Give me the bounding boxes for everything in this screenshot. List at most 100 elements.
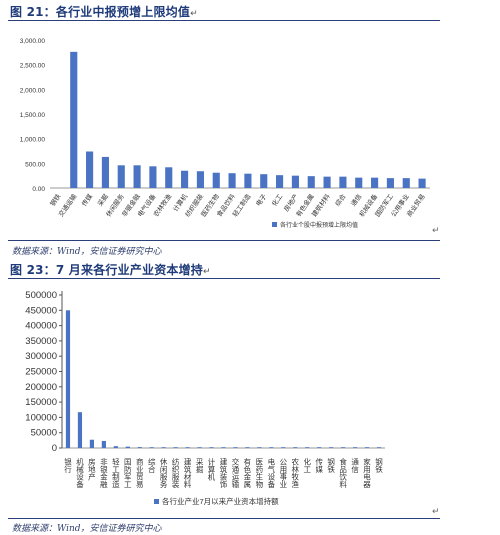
y-tick-label: 300000 xyxy=(25,351,57,362)
bar xyxy=(125,446,130,448)
y-tick-label: 500.00 xyxy=(25,161,45,168)
bar xyxy=(117,165,125,188)
bar xyxy=(197,447,202,448)
x-tick-label: 交通运输 xyxy=(231,457,240,490)
bar xyxy=(317,447,322,448)
x-tick-label: 食品饮料 xyxy=(338,457,347,490)
x-tick-label: 医药生物 xyxy=(255,458,264,490)
figure23-source: 数据来源：Wind，安信证券研究中心 xyxy=(12,524,162,534)
bar xyxy=(77,412,83,448)
y-tick-label: 250000 xyxy=(25,367,57,378)
x-tick-label: 综合 xyxy=(333,192,348,208)
x-tick-label: 公用事业 xyxy=(279,458,288,488)
bar xyxy=(364,447,370,448)
bar xyxy=(257,447,262,448)
x-tick-label: 电气设备 xyxy=(267,457,276,490)
bar xyxy=(339,176,347,188)
bar xyxy=(113,446,118,448)
bar xyxy=(376,447,382,448)
x-tick-label: 化工 xyxy=(302,457,311,474)
x-tick-label: 建筑装饰 xyxy=(219,457,228,490)
y-tick-label: 100000 xyxy=(25,412,57,423)
x-tick-label: 轻工制造 xyxy=(111,457,120,490)
x-tick-label: 有色金属 xyxy=(243,457,252,490)
figure23-title-text: 图 23：7 月来各行业产业资本增持 xyxy=(10,263,204,277)
x-tick-label: 纺织服装 xyxy=(171,457,180,490)
y-tick-label: 450000 xyxy=(25,305,57,316)
bar xyxy=(161,447,166,448)
x-tick-label: 通信 xyxy=(349,192,364,208)
bar xyxy=(70,51,78,189)
figure21-rule xyxy=(8,20,440,21)
x-tick-label: 传媒 xyxy=(314,457,323,475)
bar xyxy=(329,447,334,448)
y-tick-label: 2,000.00 xyxy=(20,87,46,94)
y-tick-label: 350000 xyxy=(25,336,57,347)
legend-label: 各行业产业7月以来产业资本增持额 xyxy=(162,496,279,506)
bar xyxy=(233,447,238,448)
bar xyxy=(305,447,310,448)
bar xyxy=(402,178,410,188)
x-tick-label: 综合 xyxy=(147,457,156,475)
legend-label: 各行业个股中报预增上限均值 xyxy=(280,221,358,229)
bar xyxy=(260,174,268,188)
x-tick-label: 传媒 xyxy=(79,192,94,208)
x-tick-label: 采掘 xyxy=(195,457,204,475)
bar xyxy=(149,166,157,188)
legend-swatch xyxy=(154,499,159,504)
bar xyxy=(293,447,298,448)
x-tick-label: 计算机 xyxy=(207,457,216,482)
bar xyxy=(341,447,346,448)
bar xyxy=(307,176,315,188)
bar xyxy=(89,439,95,448)
bar xyxy=(137,447,142,448)
x-tick-label: 家用电器 xyxy=(362,457,371,490)
x-tick-label: 国防军工 xyxy=(123,458,132,489)
figure23-rule xyxy=(8,278,440,279)
x-tick-label: 钢铁 xyxy=(48,192,63,208)
figure23-title: 图 23：7 月来各行业产业资本增持↵ xyxy=(10,261,211,278)
bar xyxy=(276,175,284,188)
chart-figure23: 0 50000 100000 150000 200000 250000 300000 3500… xyxy=(25,290,385,506)
x-tick-label: 房地产 xyxy=(87,457,96,482)
bar xyxy=(181,170,189,188)
y-tick-label: 0.00 xyxy=(32,186,45,193)
bar xyxy=(185,447,190,448)
bar xyxy=(212,172,220,188)
bar xyxy=(352,447,358,448)
x-tick-label: 建筑材料 xyxy=(183,457,192,490)
y-tick-label: 200000 xyxy=(25,382,57,393)
figure21-title-text: 图 21：各行业中报预增上限均值 xyxy=(10,5,191,19)
bar xyxy=(65,310,71,448)
bar xyxy=(86,151,94,188)
bar xyxy=(173,447,178,448)
x-tick-label: 钢铁 xyxy=(326,457,335,475)
x-tick-label: 商业贸易 xyxy=(135,457,144,490)
y-tick-label: 2,500.00 xyxy=(20,63,46,70)
bar xyxy=(418,178,426,188)
y-tick-label: 500000 xyxy=(25,290,57,301)
x-tick-label: 电子 xyxy=(254,192,269,208)
bar xyxy=(386,178,394,188)
bar xyxy=(221,447,226,448)
x-tick-label: 采掘 xyxy=(95,192,110,208)
bar xyxy=(371,177,379,188)
figure21-para-mark: ↵ xyxy=(432,226,440,236)
figure23-para-mark: ↵ xyxy=(432,507,440,517)
y-tick-label: 400000 xyxy=(25,321,57,332)
figure21-source: 数据来源：Wind，安信证券研究中心 xyxy=(12,247,162,257)
bar xyxy=(228,173,236,188)
figure23-title-mark: ↵ xyxy=(203,267,211,277)
y-tick-label: 50000 xyxy=(31,428,57,439)
x-tick-label: 休闲服务 xyxy=(159,457,168,490)
x-tick-label: 非银金融 xyxy=(99,457,108,490)
chart-figure21: 0.00 500.00 1,000.00 1,500.00 2,000.00 2,500.… xyxy=(20,38,430,229)
bar xyxy=(245,447,250,448)
figure21-title: 图 21：各行业中报预增上限均值↵ xyxy=(10,3,198,20)
bar xyxy=(269,447,274,448)
y-tick-label: 150000 xyxy=(25,397,57,408)
figure23-bottom-rule xyxy=(8,518,440,519)
bar xyxy=(323,176,331,188)
x-tick-label: 通信 xyxy=(350,457,359,475)
x-tick-label: 钢铁 xyxy=(374,457,383,475)
